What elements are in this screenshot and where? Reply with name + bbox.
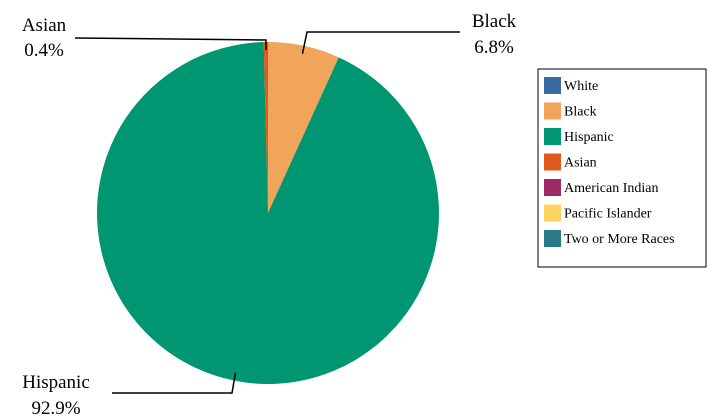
legend-swatch-pacific-islander (544, 204, 561, 222)
legend-label-asian: Asian (564, 156, 597, 171)
label-hispanic: Hispanic 92.9% (22, 372, 90, 417)
legend-swatch-hispanic (544, 128, 561, 145)
legend-swatch-american-indian (544, 179, 561, 196)
slice-asian (263, 41, 268, 213)
label-hispanic-name: Hispanic (22, 372, 90, 393)
label-asian: Asian 0.4% (22, 15, 67, 61)
legend-item-black: Black (544, 102, 597, 120)
legend-item-asian: Asian (544, 153, 597, 171)
legend-item-white: White (544, 77, 598, 94)
legend-item-american-indian: American Indian (544, 179, 658, 196)
leader-line-asian (74, 37, 267, 50)
pie-slices (96, 41, 439, 384)
legend: White Black Hispanic Asian American Indian Pa… (537, 68, 707, 268)
legend-swatch-white (544, 77, 561, 94)
label-asian-name: Asian (22, 15, 67, 36)
legend-item-pacific-islander: Pacific Islander (544, 204, 652, 222)
legend-item-hispanic: Hispanic (544, 128, 614, 145)
leader-line-hispanic (112, 372, 237, 394)
legend-box (537, 68, 707, 268)
label-black-name: Black (472, 11, 517, 32)
leader-lines (74, 31, 460, 394)
legend-label-white: White (564, 79, 598, 94)
legend-items: White Black Hispanic Asian American Indian Pa… (544, 77, 675, 247)
legend-label-hispanic: Hispanic (564, 130, 614, 145)
legend-label-two-or-more-races: Two or More Races (564, 232, 675, 247)
legend-label-black: Black (564, 105, 597, 120)
label-asian-value: 0.4% (24, 40, 64, 61)
legend-label-pacific-islander: Pacific Islander (564, 207, 652, 222)
label-hispanic-value: 92.9% (31, 398, 80, 417)
legend-item-two-or-more-races: Two or More Races (544, 230, 675, 247)
legend-swatch-asian (544, 153, 561, 171)
legend-swatch-two-or-more-races (544, 230, 561, 247)
label-black-value: 6.8% (474, 37, 514, 58)
slice-hispanic (96, 42, 439, 384)
legend-label-american-indian: American Indian (564, 181, 658, 196)
label-black: Black 6.8% (472, 11, 517, 58)
legend-swatch-black (544, 102, 561, 120)
slice-black (268, 41, 339, 213)
leader-line-black (301, 31, 460, 54)
